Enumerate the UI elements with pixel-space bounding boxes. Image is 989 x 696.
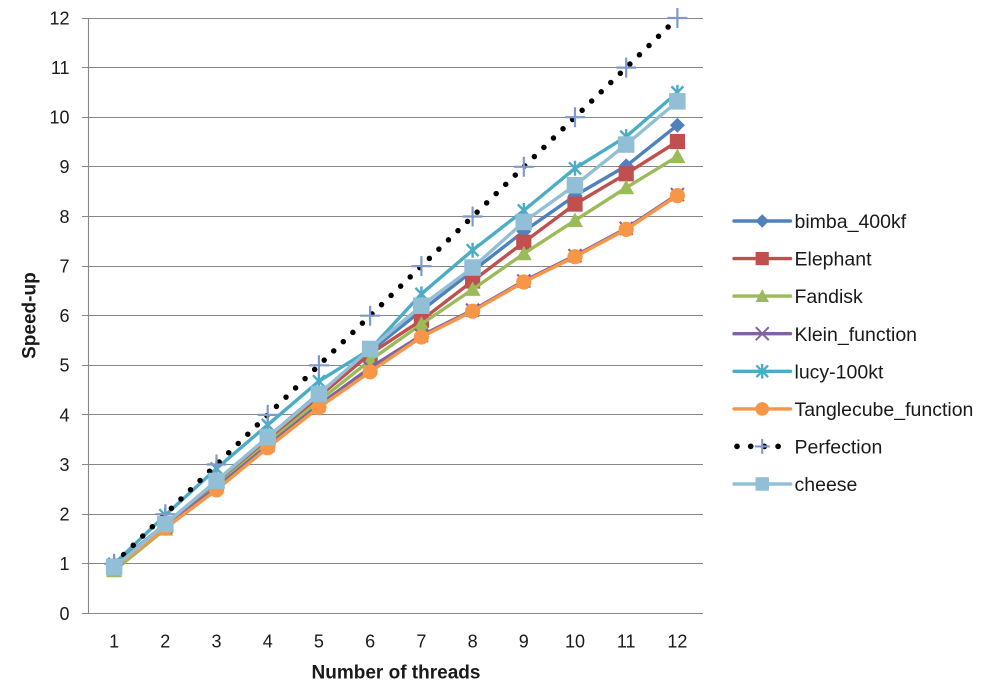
svg-text:11: 11 <box>51 58 70 78</box>
svg-text:4: 4 <box>263 631 273 651</box>
svg-text:12: 12 <box>49 8 69 28</box>
svg-text:4: 4 <box>59 405 69 425</box>
svg-text:3: 3 <box>211 631 221 651</box>
svg-text:1: 1 <box>59 554 69 574</box>
svg-text:8: 8 <box>468 631 478 651</box>
svg-text:cheese: cheese <box>795 474 858 496</box>
svg-text:Tanglecube_function: Tanglecube_function <box>795 399 974 421</box>
svg-text:lucy-100kt: lucy-100kt <box>795 361 884 383</box>
svg-text:10: 10 <box>49 108 69 128</box>
svg-text:11: 11 <box>617 631 636 651</box>
svg-text:9: 9 <box>519 631 529 651</box>
svg-text:6: 6 <box>59 306 69 326</box>
svg-text:2: 2 <box>160 631 170 651</box>
svg-text:7: 7 <box>59 257 69 277</box>
svg-text:Perfection: Perfection <box>795 437 883 459</box>
svg-text:2: 2 <box>59 505 69 525</box>
svg-text:Number of threads: Number of threads <box>312 663 481 684</box>
svg-text:12: 12 <box>667 631 687 651</box>
svg-text:6: 6 <box>365 631 375 651</box>
svg-text:1: 1 <box>109 631 119 651</box>
svg-text:Speed-up: Speed-up <box>20 272 41 359</box>
svg-text:Fandisk: Fandisk <box>795 286 864 308</box>
svg-text:Elephant: Elephant <box>795 249 873 271</box>
svg-text:8: 8 <box>59 207 69 227</box>
svg-text:5: 5 <box>314 631 324 651</box>
svg-text:bimba_400kf: bimba_400kf <box>795 211 907 233</box>
svg-text:10: 10 <box>565 631 585 651</box>
svg-text:7: 7 <box>416 631 426 651</box>
svg-text:Klein_function: Klein_function <box>795 324 918 346</box>
svg-text:3: 3 <box>59 455 69 475</box>
svg-text:5: 5 <box>59 356 69 376</box>
svg-text:0: 0 <box>59 604 69 624</box>
svg-text:9: 9 <box>59 157 69 177</box>
